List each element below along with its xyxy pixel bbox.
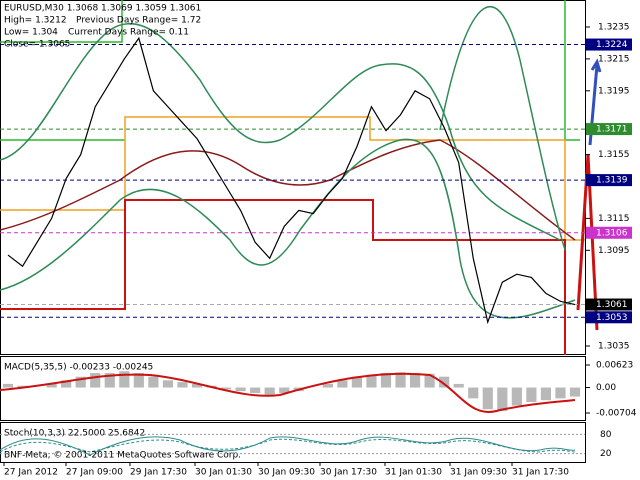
level-label: 1.3053 <box>596 313 628 323</box>
moving-average <box>0 139 576 241</box>
macd-label: MACD(5,35,5) -0.00233 -0.00245 <box>4 363 153 373</box>
copyright: BNF-Meta, © 2001-2011 MetaQuotes Softwar… <box>4 451 241 461</box>
macd-bar <box>191 383 203 388</box>
price-tick-label: 1.3215 <box>598 54 630 64</box>
time-label: 31 Jan 09:30 <box>450 468 507 478</box>
macd-bar <box>133 373 144 388</box>
macd-bar <box>264 387 275 395</box>
macd-bar <box>322 383 333 388</box>
low: Low= 1.304 <box>4 28 58 38</box>
macd-bar <box>104 373 115 388</box>
macd-bar <box>2 383 14 388</box>
macd-bar <box>395 372 406 388</box>
macd-bar <box>497 387 508 412</box>
time-label: 27 Jan 2012 <box>4 468 58 478</box>
price-tick-label: 1.3195 <box>598 86 630 96</box>
macd-bar <box>75 376 86 388</box>
stoch-tick-label: 20 <box>600 449 612 459</box>
macd-bar <box>250 387 261 393</box>
macd-bar <box>162 380 174 388</box>
macd-bar <box>511 387 522 406</box>
macd-tick-label: -0.00704 <box>596 409 637 419</box>
macd-bar <box>177 382 188 388</box>
price-tick-label: 1.3095 <box>598 246 630 256</box>
level-label: 1.3106 <box>596 228 628 238</box>
stoch-signal <box>0 438 576 453</box>
time-label: 27 Jan 09:00 <box>66 468 123 478</box>
macd-bar <box>61 380 72 388</box>
time-label: 30 Jan 09:30 <box>258 468 315 478</box>
macd-bar <box>380 373 392 388</box>
level-label: 1.3139 <box>596 176 628 186</box>
time-label: 30 Jan 01:30 <box>195 468 252 478</box>
macd-bar <box>424 373 435 388</box>
prev-range: Previous Days Range= 1.72 <box>76 16 201 26</box>
band-outer <box>439 6 566 251</box>
macd-bar <box>279 387 290 393</box>
macd-bar <box>119 371 130 388</box>
price-tick-label: 1.3235 <box>598 23 630 33</box>
band-lower <box>0 138 576 319</box>
orange-steps <box>0 116 585 241</box>
macd-tick-label: 0.00 <box>596 383 616 393</box>
macd-bar <box>439 376 450 388</box>
close-line <box>7 36 576 325</box>
macd-bar <box>351 376 363 388</box>
level-label: 1.3224 <box>596 40 628 50</box>
macd-bar <box>46 383 57 388</box>
level-tag <box>586 38 632 51</box>
macd-bar <box>337 380 348 388</box>
macd-tick-label: 0.00623 <box>596 361 633 371</box>
macd-bar <box>220 387 232 390</box>
band-upper <box>0 23 561 241</box>
level-tag <box>586 298 632 311</box>
price-tick-label: 1.3155 <box>598 150 630 160</box>
macd-bar <box>540 387 552 401</box>
macd-bar <box>366 374 377 388</box>
stoch-tick-label: 80 <box>600 430 612 440</box>
price-tick-label: 1.3115 <box>598 214 630 224</box>
red-steps <box>0 199 566 355</box>
time-label: 30 Jan 17:30 <box>320 468 377 478</box>
stoch-label: Stoch(10,3,3) 22.5000 25.6842 <box>4 429 145 439</box>
main-panel <box>0 0 586 355</box>
time-label: 29 Jan 17:30 <box>130 468 187 478</box>
level-tag <box>586 174 632 187</box>
macd-bar <box>468 387 479 399</box>
macd-signal <box>0 372 576 413</box>
macd-bar <box>482 387 493 410</box>
macd-bar <box>409 373 421 388</box>
macd-bar <box>148 376 159 388</box>
symbol-line: EURUSD,M30 1.3068 1.3069 1.3059 1.3061 <box>4 4 201 14</box>
price-tick-label: 1.3035 <box>598 342 630 352</box>
macd-bar <box>235 387 246 392</box>
time-label: 31 Jan 17:30 <box>512 468 569 478</box>
macd-bar <box>555 387 566 399</box>
macd-bar <box>90 373 101 388</box>
high: High= 1.3212 <box>4 16 67 26</box>
level-tag <box>586 311 632 324</box>
macd-bar <box>453 383 464 388</box>
level-tag <box>586 226 632 239</box>
level-label: 1.3171 <box>596 125 628 135</box>
time-label: 31 Jan 01:30 <box>385 468 442 478</box>
cur-range: Current Days Range= 0.11 <box>68 28 189 38</box>
macd-bar <box>526 387 537 403</box>
level-tag <box>586 123 632 136</box>
macd-bar <box>569 387 581 397</box>
level-label: 1.3061 <box>596 300 628 310</box>
